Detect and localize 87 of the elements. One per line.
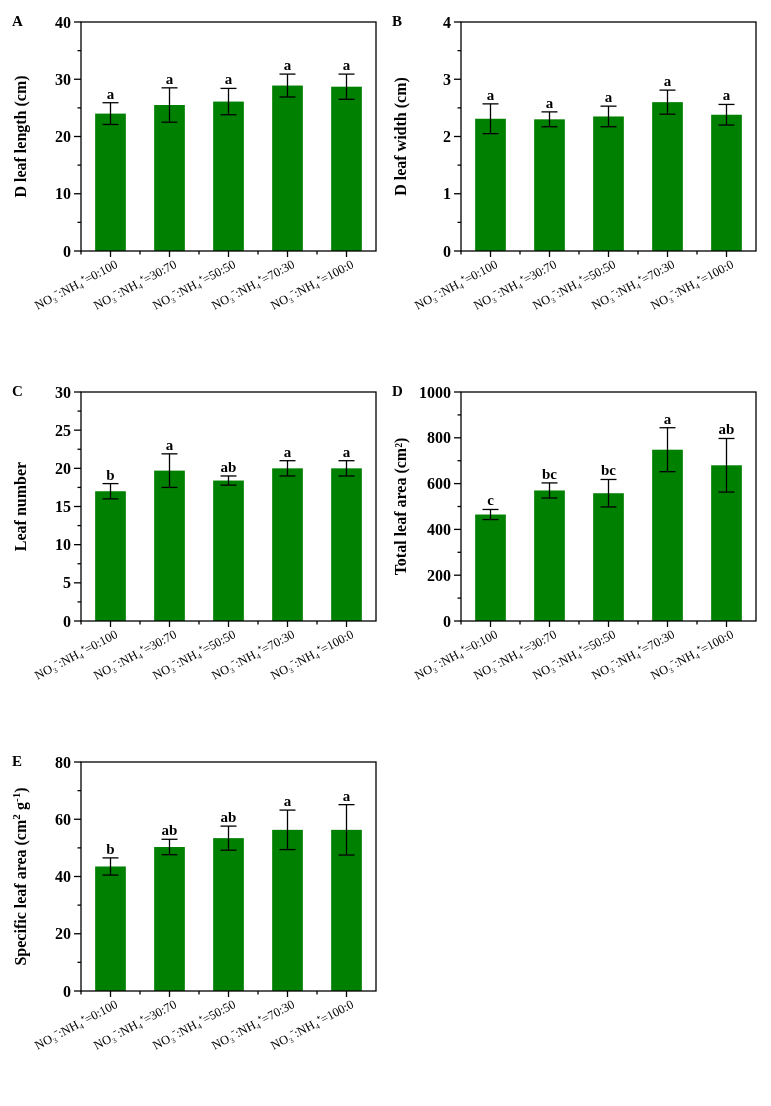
annotation: b xyxy=(106,840,115,857)
chart-title: A xyxy=(12,13,23,29)
bar xyxy=(213,838,244,991)
annotation: ab xyxy=(718,421,735,438)
bar xyxy=(95,491,126,621)
y-tick-label: 20 xyxy=(55,128,71,146)
annotation: ab xyxy=(161,822,178,839)
bar xyxy=(95,113,126,251)
annotation: a xyxy=(342,443,351,460)
y-tick-label: 10 xyxy=(55,185,71,203)
y-axis-title: D leaf width (cm) xyxy=(392,77,410,196)
bar xyxy=(475,118,506,251)
bar xyxy=(331,468,362,621)
y-tick-label: 600 xyxy=(427,475,451,493)
bar xyxy=(154,470,185,621)
y-tick-label: 0 xyxy=(63,982,71,1000)
annotation: a xyxy=(722,87,731,104)
annotation: a xyxy=(283,57,292,74)
bar xyxy=(534,119,565,251)
bar xyxy=(272,85,303,251)
bar xyxy=(331,86,362,251)
bar xyxy=(154,847,185,991)
annotation: b xyxy=(106,466,115,483)
bar xyxy=(711,114,742,251)
y-tick-label: 20 xyxy=(55,459,71,477)
y-tick-label: 10 xyxy=(55,536,71,554)
bar xyxy=(652,102,683,251)
y-axis-title: Leaf number xyxy=(12,461,29,552)
annotation: a xyxy=(545,94,554,111)
y-tick-label: 40 xyxy=(55,868,71,886)
y-tick-label: 0 xyxy=(443,612,451,630)
bar xyxy=(154,105,185,251)
bar xyxy=(272,829,303,991)
bar xyxy=(95,866,126,991)
y-tick-label: 60 xyxy=(55,810,71,828)
bar xyxy=(213,101,244,251)
y-tick-label: 3 xyxy=(443,70,451,88)
y-tick-label: 1 xyxy=(443,185,451,203)
bar xyxy=(593,116,624,251)
chart-title: B xyxy=(392,13,403,29)
bar xyxy=(711,465,742,621)
annotation: c xyxy=(487,492,495,509)
annotation: ab xyxy=(220,809,237,826)
y-tick-label: 0 xyxy=(63,612,71,630)
annotation: a xyxy=(663,410,672,427)
bar xyxy=(475,514,506,621)
annotation: a xyxy=(663,73,672,90)
annotation: a xyxy=(342,57,351,74)
bar xyxy=(213,480,244,621)
y-axis-title: Total leaf area (cm²) xyxy=(392,437,410,576)
y-tick-label: 0 xyxy=(443,242,451,260)
annotation: ab xyxy=(220,458,237,475)
y-tick-label: 20 xyxy=(55,925,71,943)
annotation: a xyxy=(165,436,174,453)
y-tick-label: 30 xyxy=(55,383,71,401)
y-tick-label: 5 xyxy=(63,574,71,592)
bar xyxy=(652,449,683,621)
annotation: a xyxy=(283,793,292,810)
annotation: a xyxy=(283,443,292,460)
y-tick-label: 15 xyxy=(55,498,71,516)
bar xyxy=(272,468,303,621)
bar xyxy=(593,493,624,621)
annotation: a xyxy=(342,787,351,804)
chart-title: C xyxy=(12,383,23,399)
chart-title: E xyxy=(12,753,23,769)
annotation: bc xyxy=(601,462,617,479)
y-tick-label: 4 xyxy=(443,13,451,31)
y-tick-label: 2 xyxy=(443,128,451,146)
y-tick-label: 40 xyxy=(55,13,71,31)
y-tick-label: 1000 xyxy=(419,383,451,401)
annotation: a xyxy=(486,86,495,103)
y-tick-label: 800 xyxy=(427,429,451,447)
annotation: bc xyxy=(542,465,558,482)
annotation: a xyxy=(604,89,613,106)
y-tick-label: 0 xyxy=(63,242,71,260)
bar xyxy=(331,829,362,991)
y-tick-label: 200 xyxy=(427,566,451,584)
y-tick-label: 80 xyxy=(55,753,71,771)
y-tick-label: 400 xyxy=(427,521,451,538)
annotation: a xyxy=(165,70,174,87)
y-axis-title: D leaf length (cm) xyxy=(12,75,30,198)
y-tick-label: 25 xyxy=(55,421,71,439)
chart-title: D xyxy=(392,383,403,399)
y-tick-label: 30 xyxy=(55,70,71,88)
annotation: a xyxy=(106,85,115,102)
bar xyxy=(534,490,565,621)
annotation: a xyxy=(224,71,233,88)
